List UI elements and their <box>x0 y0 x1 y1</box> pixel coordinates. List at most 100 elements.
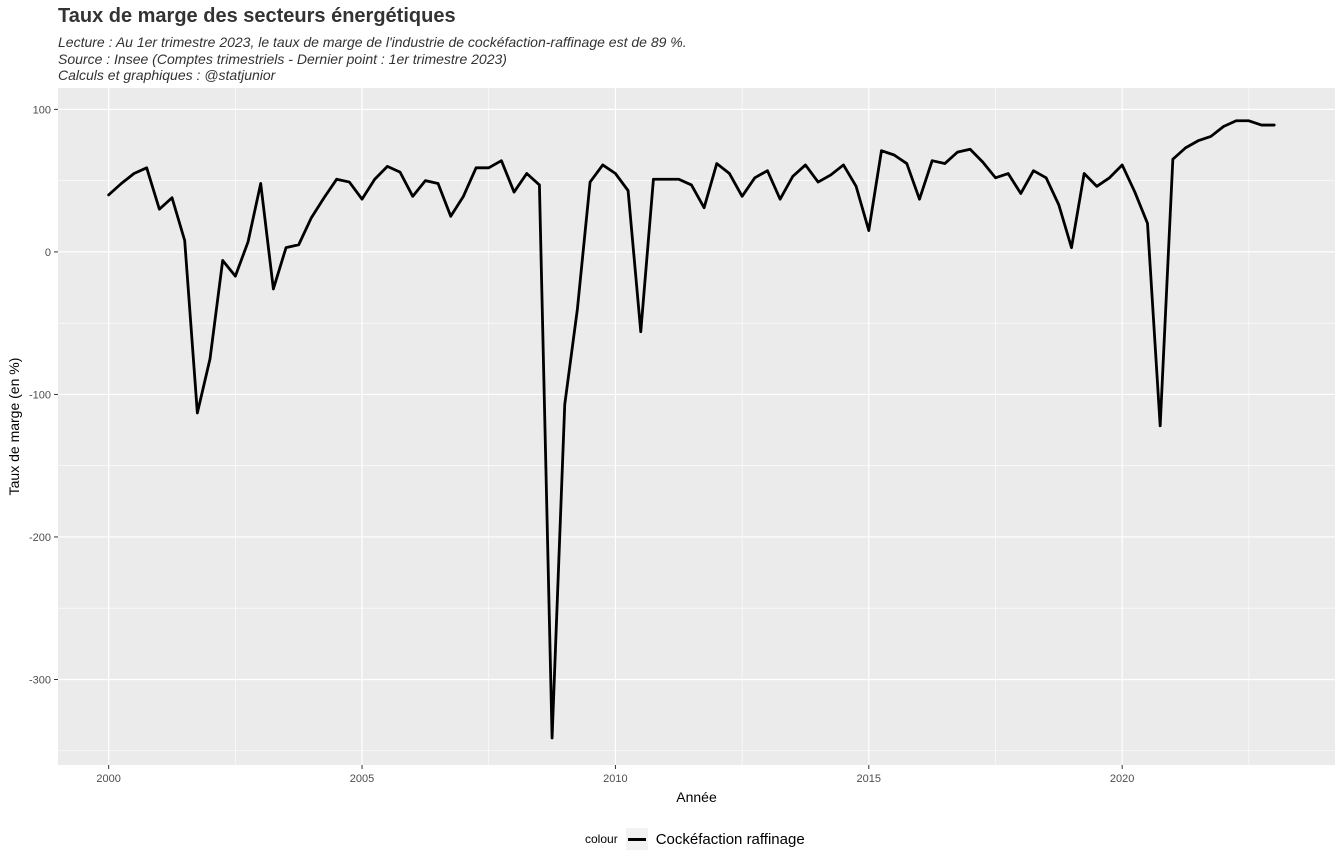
data-point <box>1260 123 1263 127</box>
data-point <box>424 179 427 182</box>
data-point <box>918 197 921 201</box>
data-point <box>1044 176 1048 179</box>
data-point <box>196 411 199 415</box>
data-point <box>842 163 845 167</box>
data-point <box>1158 424 1162 427</box>
legend-title: colour <box>585 832 618 846</box>
data-point <box>1272 123 1276 127</box>
data-point <box>1070 246 1073 249</box>
data-point <box>677 178 680 181</box>
data-point <box>728 172 731 175</box>
x-tick-label: 2005 <box>350 773 374 785</box>
axis-ticks <box>54 108 1123 769</box>
series-points <box>107 119 1276 740</box>
data-point <box>829 173 832 177</box>
data-point <box>892 153 896 157</box>
y-axis-tick-labels: 100 0 -100 -200 -300 <box>29 104 51 686</box>
data-point <box>297 243 300 246</box>
data-point <box>234 274 237 278</box>
data-point <box>1184 146 1187 150</box>
data-point <box>1234 119 1238 122</box>
data-point <box>272 287 275 291</box>
data-point <box>816 180 820 184</box>
data-point <box>335 178 338 181</box>
data-point <box>386 165 389 168</box>
data-point <box>538 183 541 187</box>
data-point <box>170 196 174 199</box>
y-tick-label: -200 <box>29 532 51 544</box>
data-point <box>766 169 769 172</box>
data-point <box>1095 185 1099 188</box>
data-point <box>221 259 224 262</box>
data-point <box>348 180 351 184</box>
data-point <box>1057 203 1061 207</box>
data-point <box>246 240 250 244</box>
subtitle-reading-note: Lecture : Au 1er trimestre 2023, le taux… <box>58 34 687 50</box>
data-point <box>1120 163 1124 167</box>
major-gridlines <box>58 88 1335 765</box>
y-tick-label: 100 <box>33 104 51 116</box>
data-point <box>943 162 947 165</box>
data-point <box>284 246 288 249</box>
data-point <box>259 182 262 185</box>
data-point <box>715 162 718 165</box>
y-tick-label: -300 <box>29 674 51 686</box>
data-point <box>1209 135 1213 138</box>
data-point <box>1247 119 1251 122</box>
chart-title: Taux de marge des secteurs énergétiques <box>58 5 456 27</box>
data-point <box>778 197 782 201</box>
data-point <box>208 357 212 360</box>
data-point <box>398 170 402 174</box>
data-point <box>487 166 490 170</box>
data-point <box>474 166 478 170</box>
legend-key-swatch <box>625 828 648 850</box>
data-point <box>880 149 883 152</box>
data-point <box>525 172 528 175</box>
data-point <box>550 736 554 740</box>
data-point <box>652 178 655 181</box>
x-tick-label: 2000 <box>96 773 120 785</box>
data-point <box>981 160 985 164</box>
data-point <box>626 189 630 192</box>
data-point <box>854 185 858 188</box>
data-point <box>968 148 972 151</box>
data-point <box>310 216 313 219</box>
data-point <box>664 178 668 181</box>
data-point <box>120 182 123 185</box>
data-point <box>1171 158 1175 161</box>
data-point <box>132 172 136 175</box>
data-point <box>360 197 364 201</box>
data-point <box>462 195 465 198</box>
data-point <box>601 163 604 167</box>
data-point <box>183 239 186 242</box>
data-point <box>449 215 452 218</box>
data-point <box>753 176 756 179</box>
chart-subtitle: Lecture : Au 1er trimestre 2023, le taux… <box>58 34 687 84</box>
data-point <box>588 180 592 184</box>
x-tick-label: 2015 <box>857 773 881 785</box>
plot-panel <box>58 88 1335 765</box>
subtitle-source: Source : Insee (Comptes trimestriels - D… <box>58 50 507 67</box>
data-point <box>158 207 161 211</box>
subtitle-credits: Calculs et graphiques : @statjunior <box>58 67 276 83</box>
data-point <box>512 190 516 194</box>
data-point <box>1222 125 1225 128</box>
data-point <box>1032 169 1035 172</box>
data-point <box>500 159 503 162</box>
data-point <box>322 196 326 199</box>
y-tick-label: 0 <box>45 247 51 259</box>
data-point <box>994 176 997 179</box>
data-point <box>563 403 566 406</box>
data-point <box>373 178 376 181</box>
data-point <box>804 163 807 167</box>
data-point <box>930 159 934 162</box>
data-point <box>1146 222 1149 225</box>
data-point <box>1006 172 1010 175</box>
data-point <box>436 182 440 185</box>
data-point <box>107 193 110 197</box>
legend-item-label: Cockéfaction raffinage <box>655 830 805 848</box>
legend: colour Cockéfaction raffinage <box>585 828 805 850</box>
data-point <box>1108 176 1111 179</box>
data-point <box>411 195 414 198</box>
